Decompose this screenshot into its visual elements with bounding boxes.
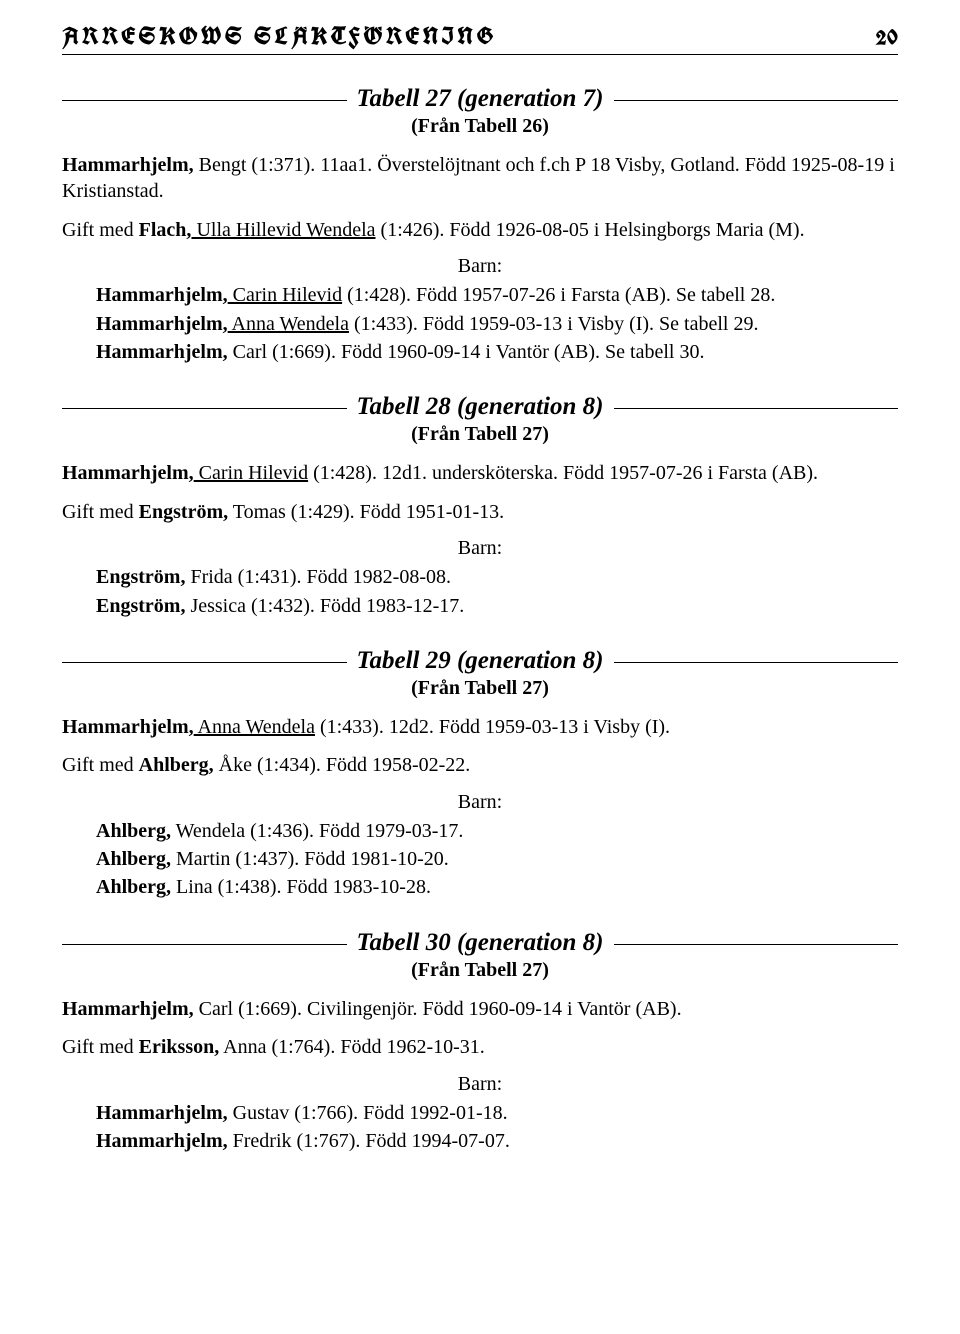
header-title: ARRESKOWS SLÄKTFÖRENING [62, 20, 496, 52]
surname: Hammarhjelm, [96, 341, 228, 363]
entry-text: Martin (1:437). Född 1981-10-20. [171, 848, 449, 870]
entry-text: Fredrik (1:767). Född 1994-07-07. [228, 1130, 510, 1152]
page: ARRESKOWS SLÄKTFÖRENING 20 Tabell 27 (ge… [0, 0, 960, 1334]
section-title: Tabell 27 (generation 7) [357, 85, 604, 112]
surname: Engström, [96, 595, 185, 617]
children-label: Barn: [62, 255, 898, 278]
children-list: Hammarhjelm, Gustav (1:766). Född 1992-0… [62, 1100, 898, 1155]
children-list: Engström, Frida (1:431). Född 1982-08-08… [62, 564, 898, 619]
spouse-entry: Gift med Ahlberg, Åke (1:434). Född 1958… [62, 752, 898, 778]
entry-text: (1:428). 12d1. undersköterska. Född 1957… [308, 462, 818, 484]
page-header: ARRESKOWS SLÄKTFÖRENING 20 [62, 20, 898, 55]
entry-text: (1:433). Född 1959-03-13 i Visby (I). Se… [349, 313, 759, 335]
given-name: Anna Wendela [194, 716, 315, 738]
entry-text: Lina (1:438). Född 1983-10-28. [171, 876, 431, 898]
section-title-wrap: Tabell 29 (generation 8) [62, 647, 898, 675]
children-label: Barn: [62, 791, 898, 814]
child-entry: Engström, Jessica (1:432). Född 1983-12-… [96, 593, 898, 619]
children-list: Ahlberg, Wendela (1:436). Född 1979-03-1… [62, 818, 898, 901]
person-entry: Hammarhjelm, Carl (1:669). Civilingenjör… [62, 996, 898, 1022]
entry-text: Anna (1:764). Född 1962-10-31. [219, 1036, 485, 1058]
child-entry: Ahlberg, Wendela (1:436). Född 1979-03-1… [96, 818, 898, 844]
spouse-entry: Gift med Eriksson, Anna (1:764). Född 19… [62, 1034, 898, 1060]
surname: Hammarhjelm, [96, 313, 228, 335]
section-title-wrap: Tabell 30 (generation 8) [62, 929, 898, 957]
surname: Ahlberg, [96, 820, 171, 842]
section-title: Tabell 29 (generation 8) [357, 647, 604, 674]
surname: Hammarhjelm, [96, 1102, 228, 1124]
surname: Hammarhjelm, [62, 716, 194, 738]
child-entry: Hammarhjelm, Fredrik (1:767). Född 1994-… [96, 1128, 898, 1154]
child-entry: Hammarhjelm, Gustav (1:766). Född 1992-0… [96, 1100, 898, 1126]
surname: Engström, [139, 501, 228, 523]
section-title: Tabell 30 (generation 8) [357, 929, 604, 956]
section-subtitle: (Från Tabell 27) [62, 677, 898, 700]
child-entry: Hammarhjelm, Carl (1:669). Född 1960-09-… [96, 339, 898, 365]
entry-text: (1:428). Född 1957-07-26 i Farsta (AB). … [342, 284, 775, 306]
child-entry: Ahlberg, Martin (1:437). Född 1981-10-20… [96, 846, 898, 872]
entry-text: Tomas (1:429). Född 1951-01-13. [228, 501, 504, 523]
entry-prefix: Gift med [62, 1036, 139, 1058]
entry-text: Gustav (1:766). Född 1992-01-18. [228, 1102, 508, 1124]
section-subtitle: (Från Tabell 27) [62, 423, 898, 446]
entry-text: Frida (1:431). Född 1982-08-08. [185, 566, 451, 588]
entry-prefix: Gift med [62, 754, 139, 776]
section-title-bg: Tabell 29 (generation 8) [347, 647, 614, 675]
children-label: Barn: [62, 1073, 898, 1096]
children-list: Hammarhjelm, Carin Hilevid (1:428). Född… [62, 282, 898, 365]
surname: Hammarhjelm, [62, 154, 194, 176]
entry-prefix: Gift med [62, 219, 139, 241]
entry-text: Jessica (1:432). Född 1983-12-17. [185, 595, 464, 617]
person-entry: Hammarhjelm, Bengt (1:371). 11aa1. Övers… [62, 152, 898, 205]
section-subtitle: (Från Tabell 27) [62, 959, 898, 982]
surname: Eriksson, [139, 1036, 220, 1058]
entry-text: Carl (1:669). Född 1960-09-14 i Vantör (… [228, 341, 705, 363]
entry-text: Åke (1:434). Född 1958-02-22. [214, 754, 471, 776]
child-entry: Hammarhjelm, Carin Hilevid (1:428). Född… [96, 282, 898, 308]
spouse-entry: Gift med Engström, Tomas (1:429). Född 1… [62, 499, 898, 525]
child-entry: Engström, Frida (1:431). Född 1982-08-08… [96, 564, 898, 590]
given-name: Carin Hilevid [194, 462, 308, 484]
section-title-wrap: Tabell 27 (generation 7) [62, 85, 898, 113]
surname: Hammarhjelm, [62, 998, 194, 1020]
section-title: Tabell 28 (generation 8) [357, 393, 604, 420]
surname: Ahlberg, [96, 876, 171, 898]
surname: Ahlberg, [139, 754, 214, 776]
surname: Hammarhjelm, [96, 284, 228, 306]
children-label: Barn: [62, 537, 898, 560]
entry-text: (1:433). 12d2. Född 1959-03-13 i Visby (… [315, 716, 670, 738]
section-subtitle: (Från Tabell 26) [62, 115, 898, 138]
given-name: Ulla Hillevid Wendela [191, 219, 375, 241]
entry-prefix: Gift med [62, 501, 139, 523]
surname: Hammarhjelm, [96, 1130, 228, 1152]
section-title-wrap: Tabell 28 (generation 8) [62, 393, 898, 421]
surname: Engström, [96, 566, 185, 588]
surname: Hammarhjelm, [62, 462, 194, 484]
entry-text: (1:426). Född 1926-08-05 i Helsingborgs … [376, 219, 805, 241]
surname: Flach, [139, 219, 192, 241]
person-entry: Hammarhjelm, Carin Hilevid (1:428). 12d1… [62, 460, 898, 486]
surname: Ahlberg, [96, 848, 171, 870]
section-title-bg: Tabell 30 (generation 8) [347, 929, 614, 957]
given-name: Anna Wendela [228, 313, 349, 335]
person-entry: Hammarhjelm, Anna Wendela (1:433). 12d2.… [62, 714, 898, 740]
given-name: Carin Hilevid [228, 284, 342, 306]
child-entry: Ahlberg, Lina (1:438). Född 1983-10-28. [96, 874, 898, 900]
header-page-number: 20 [875, 23, 898, 52]
entry-text: Carl (1:669). Civilingenjör. Född 1960-0… [194, 998, 682, 1020]
spouse-entry: Gift med Flach, Ulla Hillevid Wendela (1… [62, 217, 898, 243]
section-title-bg: Tabell 27 (generation 7) [347, 85, 614, 113]
entry-text: Wendela (1:436). Född 1979-03-17. [171, 820, 463, 842]
section-title-bg: Tabell 28 (generation 8) [347, 393, 614, 421]
child-entry: Hammarhjelm, Anna Wendela (1:433). Född … [96, 311, 898, 337]
